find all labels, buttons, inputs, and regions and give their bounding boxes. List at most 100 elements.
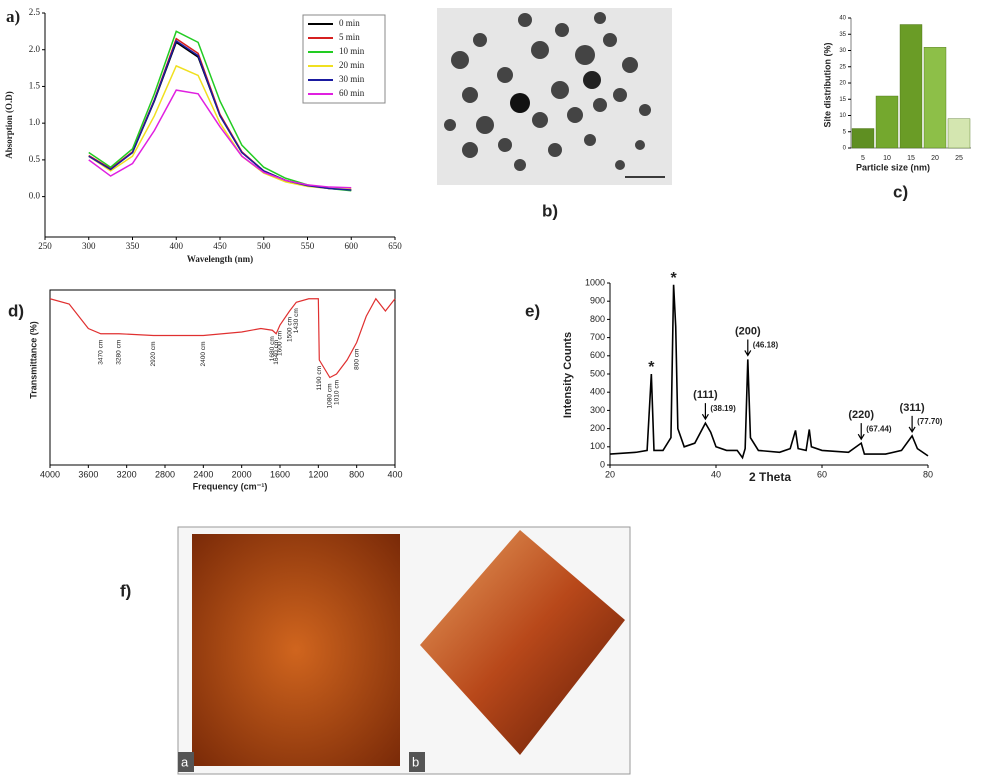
x-tick-label: 3600 [78, 469, 98, 479]
annotation: 1600 cm [277, 331, 284, 356]
peak-arrow [744, 339, 752, 357]
peak-position: (77.70) [917, 417, 943, 426]
y-tick-label: 1000 [585, 277, 605, 287]
x-tick-label: 450 [213, 241, 227, 251]
x-axis-label: Wavelength (nm) [187, 254, 253, 264]
x-tick-label: 10 [883, 155, 891, 162]
y-axis-label: Absorption (O.D) [4, 91, 14, 159]
bar [923, 47, 947, 149]
x-tick-label: 2400 [193, 469, 213, 479]
panel-label: f) [120, 581, 131, 600]
y-axis-label: Transmittance (%) [28, 321, 38, 399]
x-axis-label: Particle size (nm) [856, 162, 930, 172]
annotation: 1640 cm [273, 340, 280, 365]
x-tick-label: 1200 [308, 469, 328, 479]
y-tick-label: 10 [839, 113, 846, 119]
line [49, 297, 396, 379]
x-tick-label: 2000 [232, 469, 252, 479]
x-tick-label: 650 [388, 241, 402, 251]
annotation: 1010 cm [333, 380, 340, 405]
annotation: 1430 cm [293, 308, 300, 333]
panel-label: e) [525, 301, 540, 320]
y-tick-label: 0 [600, 459, 605, 469]
x-tick-label: 350 [126, 241, 140, 251]
x-tick-label: 80 [923, 469, 933, 479]
plot-frame [49, 289, 396, 466]
annotation: 3470 cm [98, 340, 105, 365]
x-tick-label: 40 [711, 469, 721, 479]
peak-hkl: (220) [848, 409, 874, 421]
y-tick-label: 800 [590, 314, 605, 324]
line [88, 89, 352, 189]
y-tick-label: 40 [839, 16, 846, 22]
sub-label: a [181, 754, 189, 769]
x-tick-label: 2800 [155, 469, 175, 479]
panel-label: a) [6, 7, 20, 26]
peak-position: (38.19) [710, 404, 736, 413]
peak-arrow [701, 403, 709, 421]
panel-label: b) [542, 201, 558, 220]
sub-label: b [412, 754, 419, 769]
y-tick-label: 300 [590, 405, 605, 415]
x-tick-label: 250 [38, 241, 52, 251]
legend-label: 5 min [339, 32, 360, 42]
tem-image [437, 8, 672, 185]
y-tick-label: 2.0 [29, 44, 41, 54]
peak-marker: * [648, 359, 655, 376]
y-tick-label: 2.5 [29, 7, 41, 17]
chart: c) Particle size (nm) Site distribution (%… [822, 16, 971, 201]
x-axis-label: 2 Theta [749, 470, 791, 484]
y-tick-label: 35 [839, 32, 846, 38]
peak-hkl: (311) [900, 402, 925, 414]
y-tick-label: 30 [839, 48, 846, 54]
x-tick-label: 3200 [117, 469, 137, 479]
legend-label: 20 min [339, 60, 365, 70]
x-tick-label: 4000 [40, 469, 60, 479]
x-tick-label: 300 [82, 241, 96, 251]
peak-arrow [857, 423, 865, 441]
legend-label: 0 min [339, 18, 360, 28]
bar [851, 128, 875, 149]
x-tick-label: 5 [861, 155, 865, 162]
y-tick-label: 1.5 [29, 81, 41, 91]
y-tick-label: 100 [590, 441, 605, 451]
annotation: 2920 cm [150, 342, 157, 367]
y-tick-label: 0.5 [29, 154, 41, 164]
peak-hkl: (200) [735, 325, 761, 337]
y-axis-label: Site distribution (%) [822, 43, 832, 128]
bar [947, 118, 971, 149]
peak-hkl: (111) [693, 389, 718, 401]
y-tick-label: 0.0 [29, 191, 41, 201]
y-axis-label: Intensity Counts [562, 332, 574, 418]
peak-position: (46.18) [753, 341, 779, 350]
chart: a) Wavelength (nm) Absorption (O.D) 0.0 0.5 1… [4, 7, 402, 264]
annotation: 3280 cm [116, 340, 123, 365]
y-tick-label: 700 [590, 332, 605, 342]
y-tick-label: 15 [839, 97, 846, 103]
annotation: 1190 cm [316, 366, 323, 390]
x-tick-label: 15 [907, 155, 915, 162]
y-tick-label: 25 [839, 64, 846, 70]
x-tick-label: 60 [817, 469, 827, 479]
peak-position: (67.44) [866, 424, 892, 433]
x-tick-label: 400 [170, 241, 184, 251]
x-tick-label: 400 [387, 469, 402, 479]
legend-label: 60 min [339, 88, 365, 98]
legend-label: 10 min [339, 46, 365, 56]
x-tick-label: 800 [349, 469, 364, 479]
annotation: 1080 cm [327, 384, 334, 409]
y-tick-label: 600 [590, 350, 605, 360]
legend-label: 30 min [339, 74, 365, 84]
annotation: 1680 cm [269, 336, 276, 361]
peak-arrow [908, 415, 916, 434]
peak-marker: * [670, 270, 677, 287]
y-tick-label: 5 [843, 129, 847, 135]
y-tick-label: 200 [590, 423, 605, 433]
x-tick-label: 25 [955, 155, 963, 162]
chart: e) 2 Theta Intensity Counts 0 100 200 300 400 50… [525, 270, 943, 484]
x-axis-label: Frequency (cm⁻¹) [193, 481, 268, 491]
annotation: 1500 cm [286, 317, 293, 342]
bar [899, 24, 923, 149]
axis-line [609, 283, 928, 466]
